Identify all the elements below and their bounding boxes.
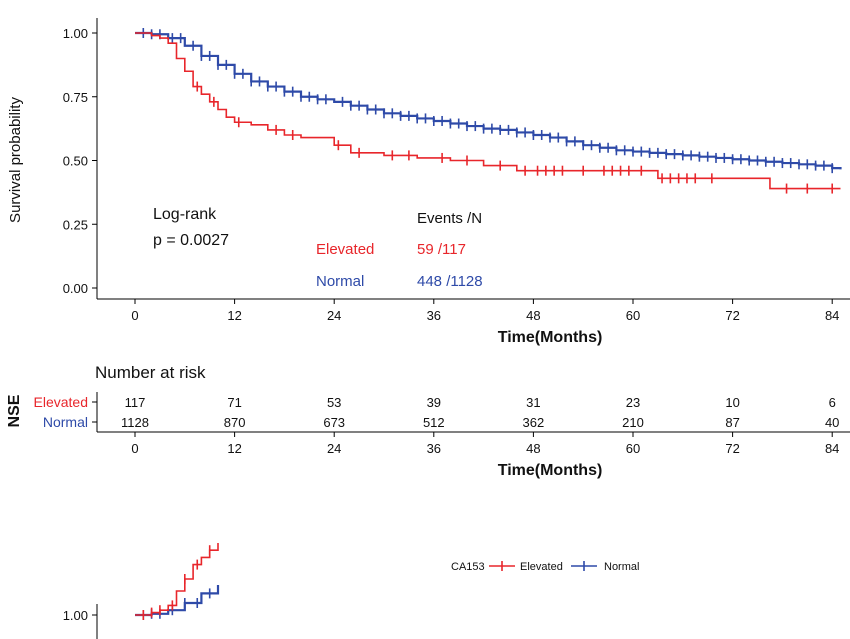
risk-cell-normal: 512 [423, 415, 445, 430]
y-tick-label: 0.75 [63, 90, 88, 105]
x-tick-label: 72 [725, 308, 739, 323]
km-curve-elevated [135, 32, 841, 190]
legend2-elevated-label: Elevated [520, 561, 563, 573]
legend-elevated-name: Elevated [316, 241, 374, 258]
risk-cell-elevated: 117 [125, 395, 146, 410]
plot2-curve-elevated [135, 543, 219, 616]
risk-table-y-title: NSE [6, 394, 23, 427]
y-tick-label: 0.25 [63, 217, 88, 232]
risk-cell-elevated: 10 [725, 395, 739, 410]
risk-cell-normal: 870 [224, 415, 246, 430]
risk-x-tick-label: 36 [427, 441, 441, 456]
plot2-legend: CA153 Elevated Normal [451, 561, 639, 573]
risk-cells: 117 71 53 39 31 23 10 6 1128 870 673 512 362 210 87 40 [121, 395, 839, 430]
plot2-curves [135, 543, 220, 620]
risk-x-tick-label: 48 [526, 441, 540, 456]
risk-cell-normal: 40 [825, 415, 839, 430]
plot2-y-tick-label: 1.00 [63, 608, 88, 623]
legend-normal-events: 448 /1128 [417, 273, 483, 290]
y-ticks: 0.00 0.25 0.50 0.75 1.00 [63, 26, 97, 296]
x-tick-label: 12 [227, 308, 241, 323]
legend2-normal-label: Normal [604, 561, 639, 573]
plot2-partial: 1.00 [63, 543, 220, 639]
km-curve-normal [135, 31, 842, 170]
y-axis-title: Survival probability [7, 97, 24, 223]
legend2-title: CA153 [451, 561, 485, 573]
risk-x-tick-label: 84 [825, 441, 839, 456]
risk-cell-elevated: 71 [227, 395, 241, 410]
x-ticks: 0 12 24 36 48 60 72 84 [131, 299, 839, 323]
km-curves [135, 28, 842, 194]
x-tick-label: 24 [327, 308, 341, 323]
x-tick-label: 60 [626, 308, 640, 323]
risk-cell-normal: 362 [523, 415, 545, 430]
risk-row-label-normal: Normal [43, 414, 88, 430]
x-tick-label: 36 [427, 308, 441, 323]
risk-row-label-elevated: Elevated [34, 394, 88, 410]
x-tick-label: 0 [131, 308, 138, 323]
logrank-pvalue: p = 0.0027 [153, 232, 229, 249]
km-series-elevated [135, 32, 841, 194]
risk-cell-normal: 87 [725, 415, 739, 430]
risk-x-tick-label: 60 [626, 441, 640, 456]
x-tick-label: 84 [825, 308, 839, 323]
risk-cell-elevated: 39 [427, 395, 441, 410]
risk-cell-normal: 673 [323, 415, 345, 430]
risk-cell-elevated: 6 [829, 395, 836, 410]
y-tick-label: 1.00 [63, 26, 88, 41]
risk-cell-elevated: 31 [526, 395, 540, 410]
y-tick-label: 0.00 [63, 281, 88, 296]
risk-x-tick-label: 0 [131, 441, 138, 456]
risk-x-ticks: 0 12 24 36 48 60 72 84 [131, 432, 839, 456]
x-axis-title: Time(Months) [498, 329, 603, 346]
x-tick-label: 48 [526, 308, 540, 323]
logrank-label: Log-rank [153, 206, 217, 223]
legend-normal-name: Normal [316, 273, 364, 290]
risk-cell-normal: 1128 [121, 415, 149, 430]
legend-elevated-events: 59 /117 [417, 241, 466, 258]
risk-cell-elevated: 53 [327, 395, 341, 410]
risk-x-tick-label: 72 [725, 441, 739, 456]
events-header: Events /N [417, 210, 482, 227]
risk-x-tick-label: 12 [227, 441, 241, 456]
risk-cell-elevated: 23 [626, 395, 640, 410]
risk-table: Number at risk NSE Elevated Normal 117 71… [6, 363, 850, 479]
km-plot: Survival probability 0.00 0.25 0.50 0.75 1.0… [7, 18, 850, 346]
risk-x-axis-title: Time(Months) [498, 462, 603, 479]
y-tick-label: 0.50 [63, 154, 88, 169]
risk-cell-normal: 210 [622, 415, 644, 430]
risk-x-tick-label: 24 [327, 441, 341, 456]
km-series-normal [135, 28, 842, 174]
risk-table-title: Number at risk [95, 363, 206, 382]
